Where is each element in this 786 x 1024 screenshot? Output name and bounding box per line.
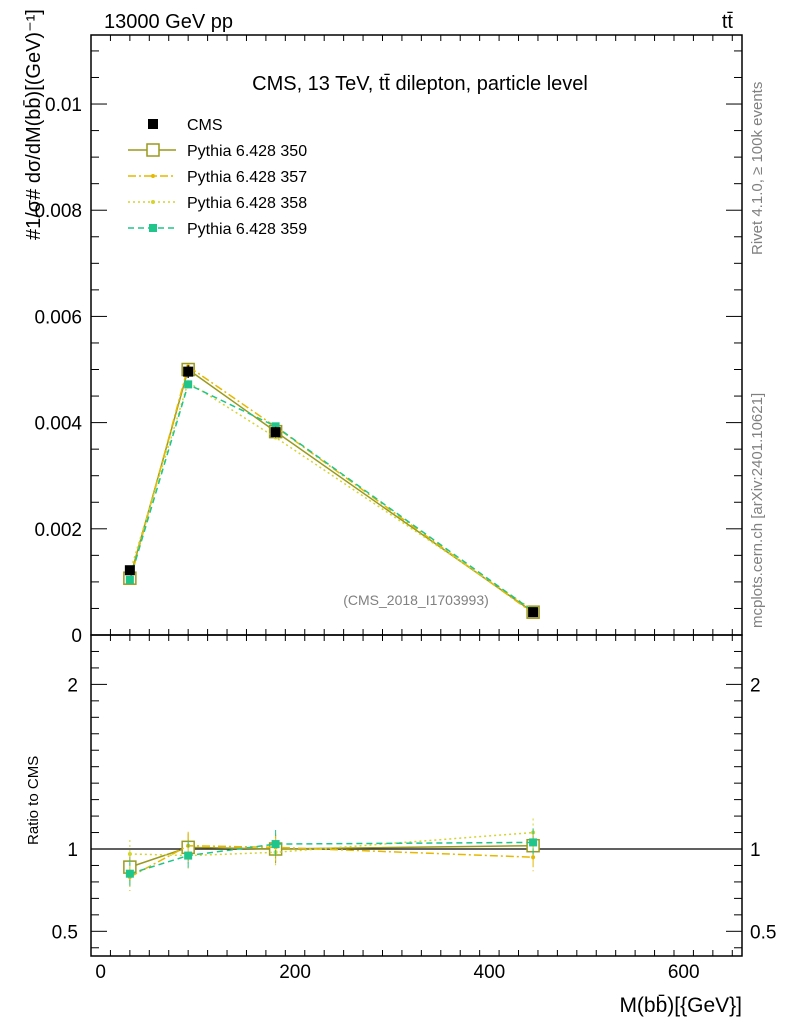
y-tick-label: 0.008 [34,201,82,222]
legend-label-pythia-6-428-359: Pythia 6.428 359 [187,221,307,238]
ratio-y-tick-label-right: 2 [750,675,761,696]
x-axis-label: M(bb̄)[{GeV}] [619,994,742,1017]
ratio-y-tick-label: 1 [67,840,78,861]
legend-pythia-6-428-350-marker [146,143,160,157]
ratio-panel-frame [90,634,743,957]
pythia-6-428-359-ratio-marker [529,838,538,847]
pythia-6-428-359-ratio-marker [271,840,280,849]
x-tick-label: 600 [668,962,700,983]
legend-pythia-6-428-359-marker [149,224,157,232]
legend-pythia-6-428-357-marker [151,174,155,178]
legend-label-cms: CMS [187,117,223,134]
y-tick-label: 0.01 [45,95,82,116]
ratio-y-tick-label-right: 1 [750,840,761,861]
pythia-6-428-357-ratio-marker [531,855,536,860]
rivet-version-label: Rivet 4.1.0, ≥ 100k events [749,82,766,255]
legend-label-pythia-6-428-357: Pythia 6.428 357 [187,169,307,186]
pythia-6-428-359-marker [125,575,134,584]
pythia-6-428-359-ratio-marker [125,869,134,878]
pythia-6-428-359-marker [184,380,193,389]
y-tick-label: 0.004 [34,414,82,435]
svg-text:#1/σ# dσ/dM(bb̄)[(GeV)⁻¹]: #1/σ# dσ/dM(bb̄)[(GeV)⁻¹] [22,9,45,240]
cms-data-point [124,565,135,576]
ratio-y-axis-label: Ratio to CMS [25,756,42,845]
main-series [123,362,540,619]
pythia-6-428-358-line [129,381,534,611]
axes: 0 200 400 600 0 0.002 0.004 0.006 0.008 0.01 0.5 0.… [34,35,776,983]
pythia-6-428-357-ratio-line [129,844,534,878]
pythia-6-428-350-line [129,368,534,613]
pythia-6-428-350-ratio-line [129,844,534,868]
pythia-6-428-359-ratio-line [129,841,534,875]
legend-marker-cms [148,119,158,129]
ratio-y-tick-label-right: 0.5 [750,922,776,943]
legend: CMS Pythia 6.428 350 Pythia 6.428 357 Pythi… [128,117,307,238]
y-tick-label: 0.002 [34,520,82,541]
legend-label-pythia-6-428-358: Pythia 6.428 358 [187,195,307,212]
mcplots-label: mcplots.cern.ch [arXiv:2401.10621] [749,393,766,628]
ratio-series [123,818,540,891]
ratio-y-tick-label: 0.5 [52,922,78,943]
pythia-6-428-359-line [129,383,534,612]
ratio-y-tick-label: 2 [67,675,78,696]
cms-data-point [528,607,539,618]
pythia-6-428-357-line [129,365,534,614]
legend-pythia-6-428-358-marker [151,200,155,204]
x-tick-label: 400 [474,962,506,983]
y-tick-label: 0.006 [34,307,82,328]
cms-data-point [183,366,194,377]
x-tick-label: 200 [279,962,311,983]
pythia-6-428-359-ratio-marker [184,851,193,860]
pythia-6-428-358-ratio-marker [127,851,132,856]
header-energy-label: 13000 GeV pp [104,11,233,33]
cms-data-point [270,427,281,438]
analysis-watermark: (CMS_2018_I1703993) [343,592,489,608]
pythia-6-428-359-marker [271,422,280,431]
y-axis-label: #1/σ# dσ/dM(bb̄)[(GeV)⁻¹] [22,9,45,240]
y-tick-label: 0 [71,626,82,647]
header-process-label: tt̄ [722,11,734,33]
chart-title: CMS, 13 TeV, tt̄ dilepton, particle leve… [252,73,588,95]
x-tick-label: 0 [95,962,106,983]
legend-label-pythia-6-428-350: Pythia 6.428 350 [187,143,307,160]
